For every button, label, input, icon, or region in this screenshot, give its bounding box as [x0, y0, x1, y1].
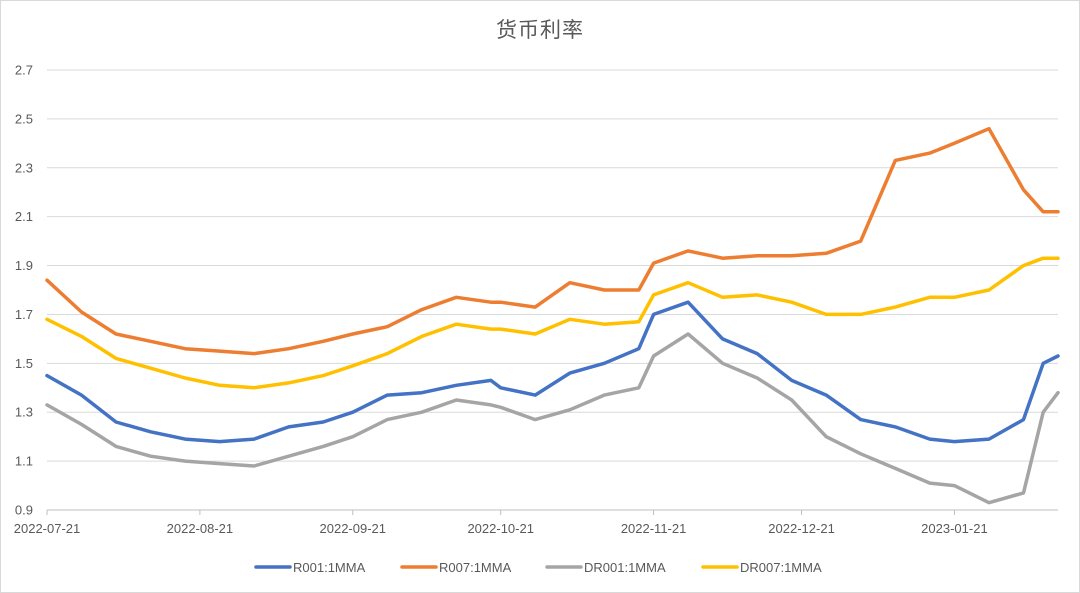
y-tick-label: 1.7 — [15, 307, 33, 322]
x-tick-label: 2022-12-21 — [768, 521, 835, 536]
y-tick-label: 0.9 — [15, 503, 33, 518]
chart-title: 货币利率 — [496, 18, 584, 42]
series-line-dr007-1mma — [45, 256, 1060, 390]
x-tick-label: 2023-01-21 — [921, 521, 988, 536]
y-tick-label: 2.3 — [15, 160, 33, 175]
legend-label: DR007:1MMA — [740, 560, 822, 575]
legend-item: DR001:1MMA — [545, 560, 666, 575]
legend-item: R007:1MMA — [400, 560, 512, 575]
series-line-r007-1mma — [45, 126, 1060, 356]
legend-item: DR007:1MMA — [701, 560, 822, 575]
x-tick-label: 2022-11-21 — [621, 521, 687, 536]
legend-label: R007:1MMA — [439, 560, 512, 575]
legend-item: R001:1MMA — [254, 560, 366, 575]
series-line-r001-1mma — [45, 300, 1060, 444]
y-tick-label: 1.1 — [15, 454, 33, 469]
x-tick-label: 2022-07-21 — [14, 521, 81, 536]
y-tick-label: 2.1 — [15, 209, 33, 224]
legend-label: R001:1MMA — [293, 560, 366, 575]
y-tick-label: 2.5 — [15, 111, 33, 126]
y-axis-ticks: 0.9 1.1 1.3 1.5 1.7 1.9 2.1 2.3 2.5 2.7 — [15, 63, 33, 518]
legend-label: DR001:1MMA — [584, 560, 666, 575]
series-line-dr001-1mma — [45, 332, 1060, 505]
legend: R001:1MMA R007:1MMA DR001:1MMA DR007:1MMA — [254, 560, 822, 575]
x-tick-label: 2022-09-21 — [320, 521, 387, 536]
y-tick-label: 1.3 — [15, 405, 33, 420]
x-tick-label: 2022-08-21 — [167, 521, 234, 536]
x-axis-ticks: 2022-07-21 2022-08-21 2022-09-21 2022-10-21… — [14, 510, 988, 536]
series-lines — [45, 126, 1060, 505]
gridlines — [47, 69, 1058, 511]
y-tick-label: 2.7 — [15, 63, 33, 78]
y-tick-label: 1.9 — [15, 258, 33, 273]
x-tick-label: 2022-10-21 — [467, 521, 534, 536]
y-tick-label: 1.5 — [15, 356, 33, 371]
